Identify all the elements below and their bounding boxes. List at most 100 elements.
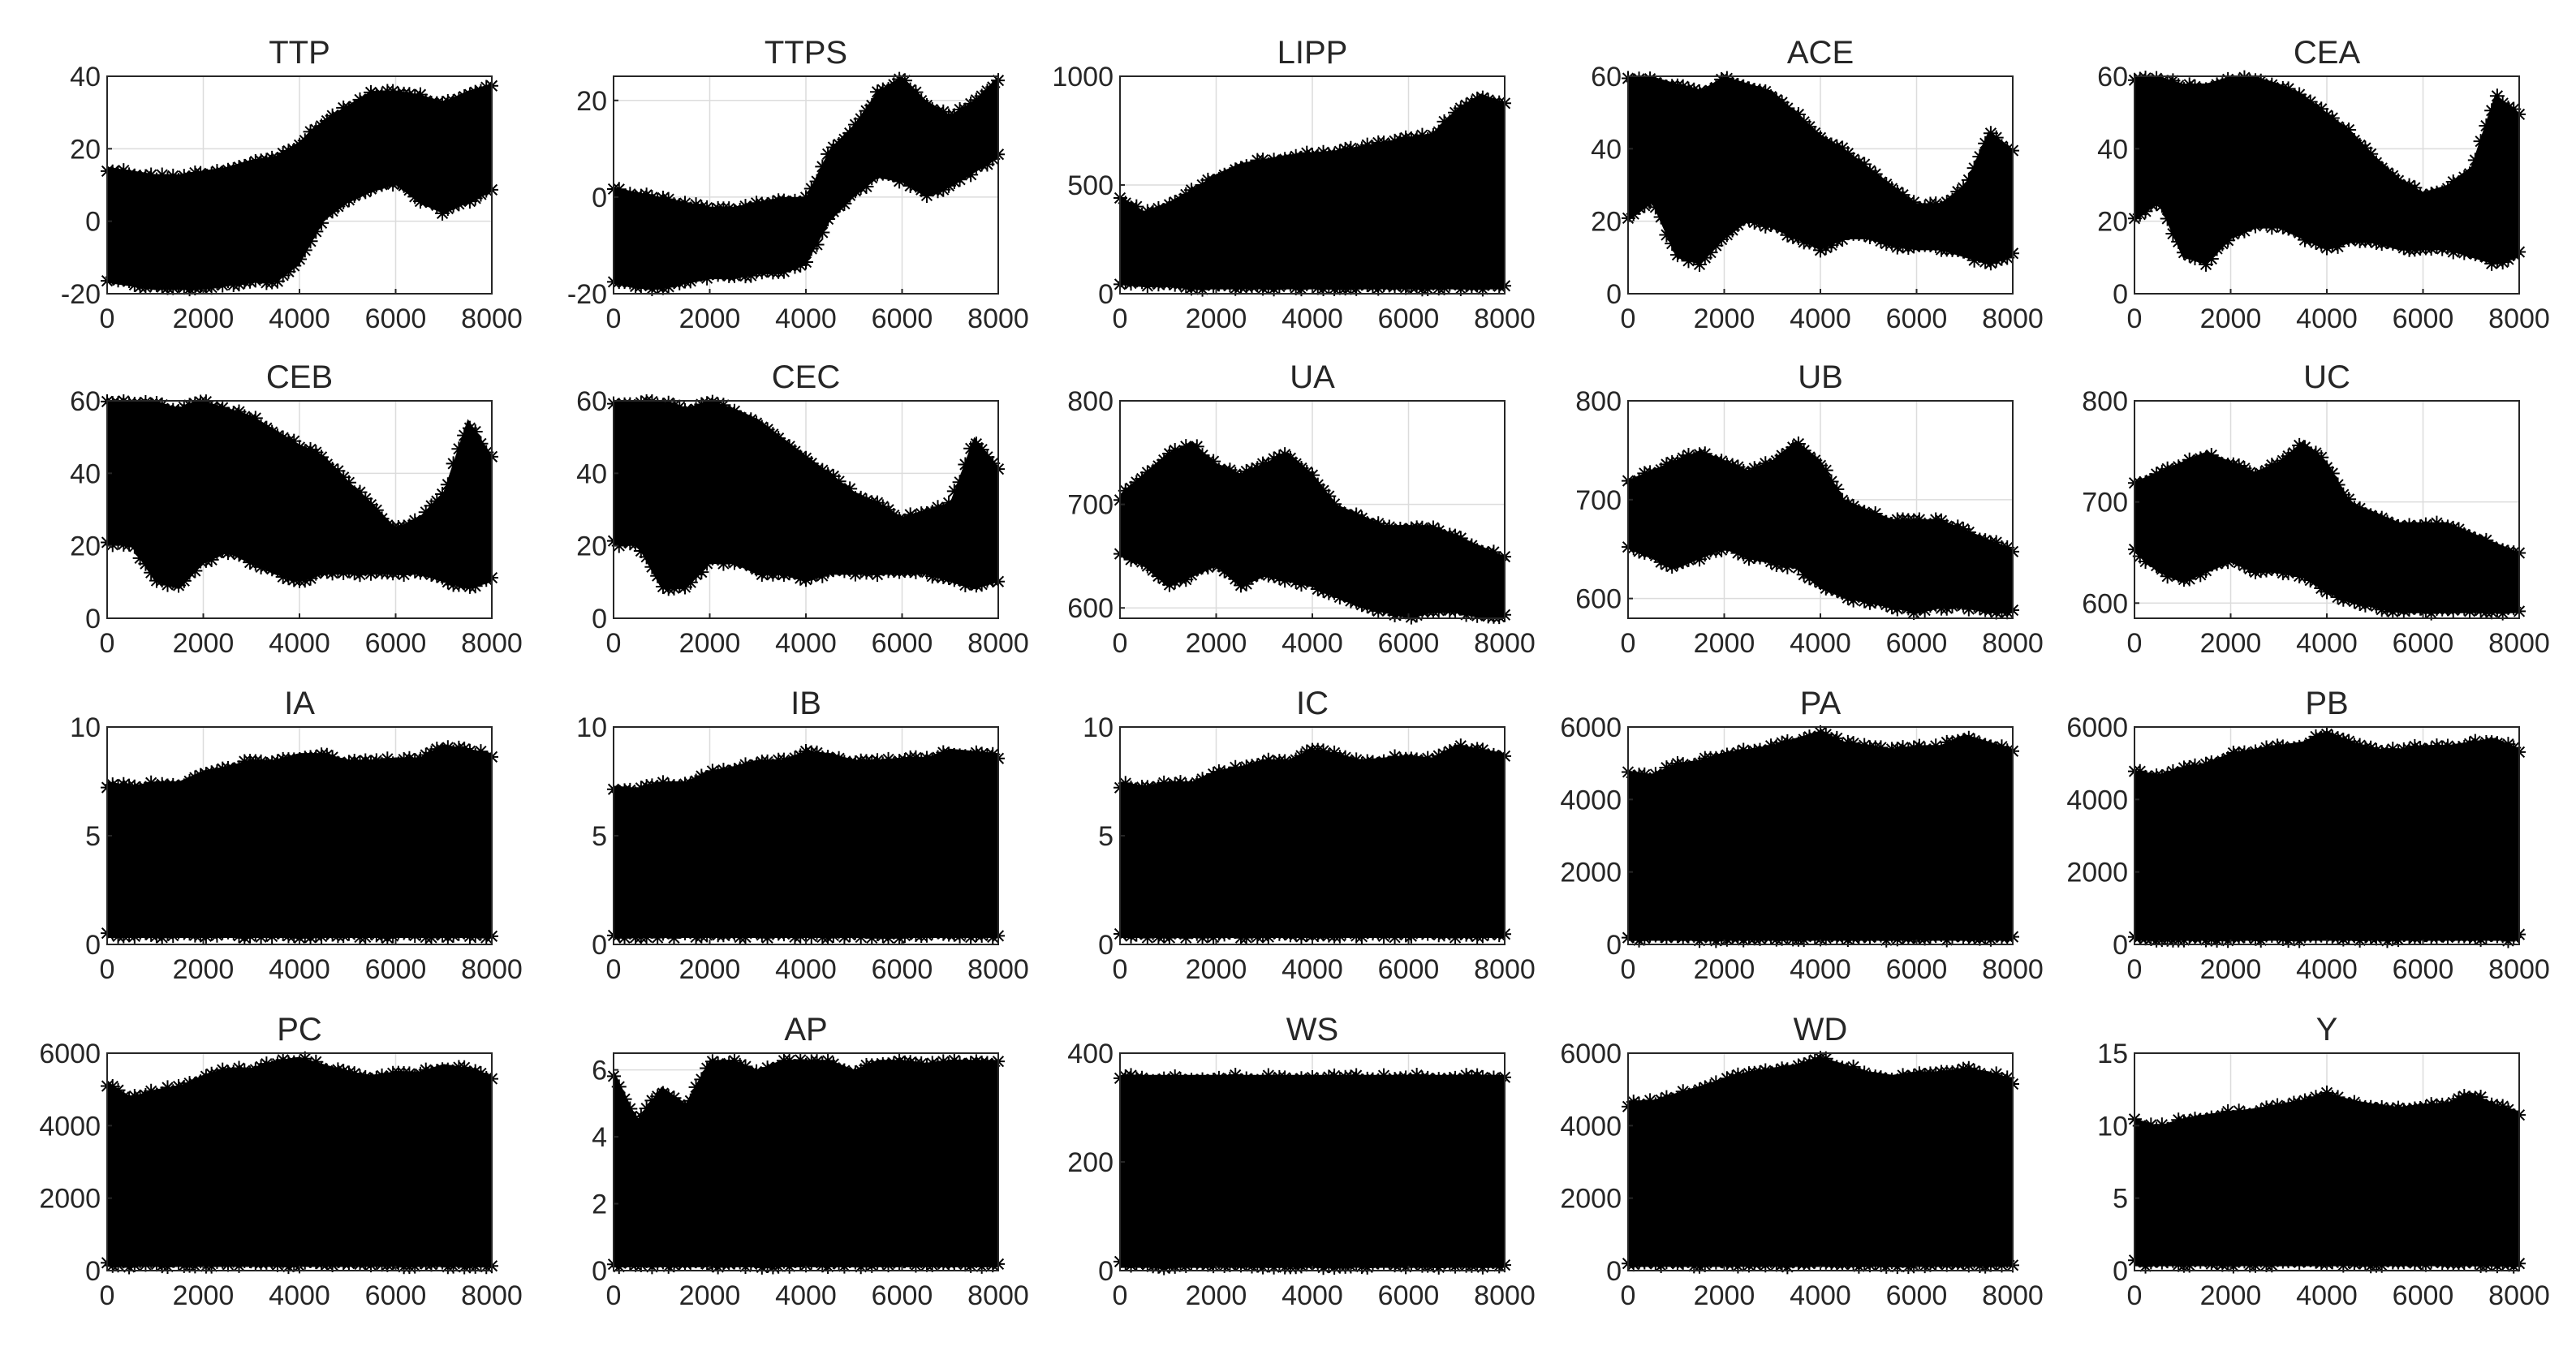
subplot-title: PA bbox=[1800, 686, 1842, 721]
x-tick-label: 8000 bbox=[967, 303, 1029, 334]
x-tick-label: 6000 bbox=[365, 954, 427, 985]
y-tick-label: 60 bbox=[576, 386, 607, 417]
x-tick-label: 4000 bbox=[1282, 1280, 1343, 1311]
scatter-cloud bbox=[1120, 1074, 1505, 1268]
y-tick-label: 40 bbox=[576, 458, 607, 489]
y-tick-label: 0 bbox=[85, 207, 101, 238]
y-tick-label: 4000 bbox=[1560, 1111, 1622, 1142]
x-tick-label: 0 bbox=[1621, 954, 1636, 985]
x-tick-label: 6000 bbox=[365, 1280, 427, 1311]
y-tick-label: 10 bbox=[576, 712, 607, 743]
subplot-uc: 0 2000 4000 6000 8000 600 700 800 UC bbox=[2082, 359, 2550, 659]
y-tick-label: 700 bbox=[1575, 485, 1622, 516]
y-tick-label: -20 bbox=[61, 279, 101, 310]
x-tick-label: 0 bbox=[1621, 628, 1636, 659]
y-tick-label: 0 bbox=[85, 930, 101, 961]
subplot-ib: 0 2000 4000 6000 8000 0 5 10 IB bbox=[576, 686, 1029, 985]
y-tick-label: 5 bbox=[592, 821, 607, 852]
scatter-cloud bbox=[614, 1060, 998, 1267]
x-tick-label: 4000 bbox=[1282, 954, 1343, 985]
subplot-cec: 0 2000 4000 6000 8000 0 20 40 60 CEC bbox=[576, 359, 1029, 659]
data-point bbox=[682, 1092, 699, 1109]
x-tick-label: 4000 bbox=[2296, 954, 2358, 985]
y-tick-label: 400 bbox=[1067, 1039, 1114, 1069]
scatter-cloud bbox=[1628, 730, 2013, 941]
x-tick-label: 6000 bbox=[872, 1280, 933, 1311]
data-point bbox=[808, 173, 825, 190]
scatter-cloud bbox=[1120, 93, 1505, 290]
data-point bbox=[814, 224, 831, 241]
x-tick-label: 8000 bbox=[1982, 628, 2044, 659]
x-tick-label: 6000 bbox=[872, 954, 933, 985]
x-tick-label: 2000 bbox=[2200, 303, 2262, 334]
subplot-pc: 0 2000 4000 6000 8000 0 2000 4000 6000 PC bbox=[39, 1012, 522, 1311]
subplot-wd: 0 2000 4000 6000 8000 0 2000 4000 6000 WD bbox=[1560, 1012, 2043, 1311]
y-tick-label: 700 bbox=[2082, 488, 2128, 518]
y-tick-label: 40 bbox=[70, 458, 101, 489]
y-tick-label: 0 bbox=[2113, 279, 2128, 310]
y-tick-label: 20 bbox=[2097, 207, 2128, 238]
x-tick-label: 4000 bbox=[1790, 303, 1851, 334]
y-tick-label: 10 bbox=[2097, 1111, 2128, 1142]
x-tick-label: 8000 bbox=[1474, 1280, 1536, 1311]
x-tick-label: 8000 bbox=[967, 954, 1029, 985]
subplot-title: CEB bbox=[266, 359, 333, 395]
data-point bbox=[2159, 210, 2176, 227]
y-tick-label: 2000 bbox=[2066, 858, 2128, 888]
x-tick-label: 8000 bbox=[461, 628, 523, 659]
x-tick-label: 8000 bbox=[2488, 303, 2550, 334]
x-tick-label: 8000 bbox=[2488, 628, 2550, 659]
scatter-cloud bbox=[107, 744, 492, 938]
subplot-title: WD bbox=[1794, 1012, 1848, 1047]
x-tick-label: 0 bbox=[1113, 303, 1128, 334]
subplot-title: UC bbox=[2303, 359, 2350, 395]
y-tick-label: 6000 bbox=[2066, 712, 2128, 743]
y-tick-label: 6 bbox=[592, 1056, 607, 1086]
x-tick-label: 6000 bbox=[2393, 1280, 2454, 1311]
subplot-y: 0 2000 4000 6000 8000 0 5 10 15 Y bbox=[2097, 1012, 2550, 1311]
y-tick-label: 6000 bbox=[1560, 712, 1622, 743]
subplot-cea: 0 2000 4000 6000 8000 0 20 40 60 CEA bbox=[2097, 35, 2550, 334]
x-tick-label: 6000 bbox=[1886, 628, 1948, 659]
y-tick-label: 0 bbox=[85, 1256, 101, 1287]
x-tick-label: 8000 bbox=[461, 954, 523, 985]
x-tick-label: 2000 bbox=[1694, 303, 1755, 334]
scatter-cloud bbox=[1120, 744, 1505, 938]
scatter-cloud bbox=[1120, 442, 1505, 618]
y-tick-label: 60 bbox=[1591, 62, 1622, 92]
data-point bbox=[2466, 152, 2483, 169]
subplot-title: PC bbox=[277, 1012, 322, 1047]
data-point bbox=[450, 441, 467, 458]
y-tick-label: 4000 bbox=[1560, 785, 1622, 815]
x-tick-label: 2000 bbox=[173, 1280, 235, 1311]
x-tick-label: 4000 bbox=[269, 954, 330, 985]
x-tick-label: 8000 bbox=[1982, 303, 2044, 334]
subplot-ic: 0 2000 4000 6000 8000 0 5 10 IC bbox=[1083, 686, 1536, 985]
y-tick-label: 20 bbox=[576, 531, 607, 562]
y-tick-label: 2 bbox=[592, 1189, 607, 1220]
subplot-title: IC bbox=[1296, 686, 1329, 721]
x-tick-label: 4000 bbox=[2296, 628, 2358, 659]
x-tick-label: 4000 bbox=[1282, 303, 1343, 334]
subplot-lipp: 0 2000 4000 6000 8000 0 500 1000 LIPP bbox=[1052, 35, 1535, 334]
x-tick-label: 2000 bbox=[2200, 1280, 2262, 1311]
subplot-ia: 0 2000 4000 6000 8000 0 5 10 IA bbox=[70, 686, 523, 985]
x-tick-label: 2000 bbox=[1186, 628, 1247, 659]
x-tick-label: 0 bbox=[100, 1280, 115, 1311]
y-tick-label: 0 bbox=[2113, 1256, 2128, 1287]
x-tick-label: 0 bbox=[2127, 1280, 2143, 1311]
y-tick-label: 0 bbox=[592, 1256, 607, 1287]
y-tick-label: 200 bbox=[1067, 1147, 1114, 1178]
data-point bbox=[2478, 118, 2495, 135]
x-tick-label: 2000 bbox=[173, 303, 235, 334]
x-tick-label: 6000 bbox=[2393, 303, 2454, 334]
y-tick-label: 0 bbox=[2113, 930, 2128, 961]
y-tick-label: 5 bbox=[85, 821, 101, 852]
scatter-cloud bbox=[107, 83, 492, 290]
y-tick-label: 0 bbox=[1098, 279, 1114, 310]
subplot-title: UB bbox=[1798, 359, 1843, 395]
x-tick-label: 8000 bbox=[1982, 954, 2044, 985]
y-tick-label: 40 bbox=[1591, 134, 1622, 165]
